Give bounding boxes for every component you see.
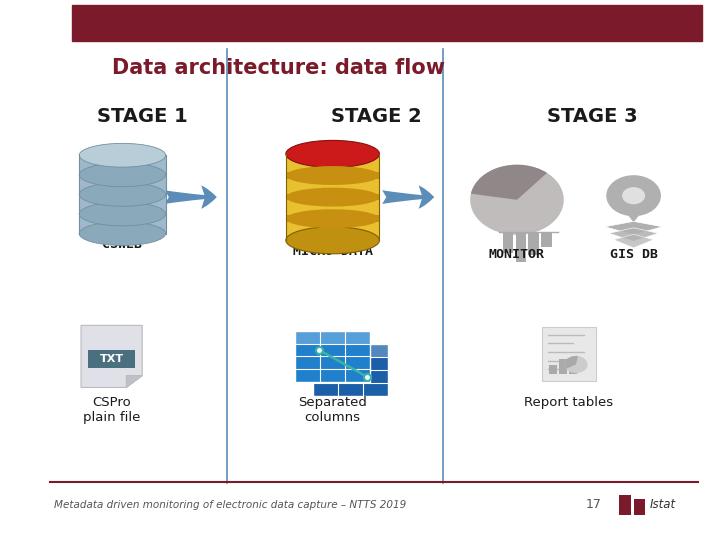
Circle shape bbox=[622, 187, 645, 204]
Ellipse shape bbox=[286, 227, 379, 254]
Bar bbox=[528, 232, 539, 255]
Text: Separated
columns: Separated columns bbox=[298, 396, 367, 424]
Circle shape bbox=[606, 175, 661, 216]
Bar bbox=[619, 495, 631, 515]
Ellipse shape bbox=[286, 140, 379, 167]
Polygon shape bbox=[605, 221, 662, 235]
Ellipse shape bbox=[79, 202, 166, 226]
Text: Istat: Istat bbox=[649, 498, 675, 511]
Bar bbox=[286, 154, 379, 240]
Text: TXT: TXT bbox=[99, 354, 124, 364]
Bar bbox=[503, 232, 513, 253]
Text: Data architecture: data flow: Data architecture: data flow bbox=[112, 57, 445, 78]
Bar bbox=[286, 215, 379, 222]
Bar bbox=[542, 327, 596, 381]
Wedge shape bbox=[564, 356, 578, 369]
Ellipse shape bbox=[286, 209, 379, 228]
Bar bbox=[286, 194, 379, 200]
Polygon shape bbox=[614, 234, 654, 248]
Bar bbox=[295, 330, 371, 382]
Ellipse shape bbox=[286, 166, 379, 185]
Text: 17: 17 bbox=[586, 498, 602, 511]
Ellipse shape bbox=[286, 188, 379, 206]
Bar bbox=[79, 156, 166, 233]
Text: GIS DB: GIS DB bbox=[610, 248, 657, 261]
Text: CSPro
plain file: CSPro plain file bbox=[83, 396, 140, 424]
Bar bbox=[516, 232, 526, 262]
Bar bbox=[549, 364, 557, 374]
Bar bbox=[72, 5, 702, 40]
Text: STAGE 1: STAGE 1 bbox=[97, 106, 188, 126]
Text: STAGE 3: STAGE 3 bbox=[547, 106, 638, 126]
Text: Report tables: Report tables bbox=[524, 396, 613, 409]
Ellipse shape bbox=[79, 183, 166, 206]
Bar bbox=[634, 499, 645, 515]
Text: Metadata driven monitoring of electronic data capture – NTTS 2019: Metadata driven monitoring of electronic… bbox=[54, 500, 406, 510]
Ellipse shape bbox=[79, 143, 166, 167]
Text: STAGE 2: STAGE 2 bbox=[331, 106, 422, 126]
Bar bbox=[286, 172, 379, 179]
Polygon shape bbox=[81, 325, 143, 388]
Circle shape bbox=[470, 165, 564, 235]
Wedge shape bbox=[471, 165, 547, 200]
Polygon shape bbox=[127, 375, 143, 388]
Bar bbox=[295, 330, 371, 343]
Ellipse shape bbox=[79, 221, 166, 245]
Polygon shape bbox=[613, 195, 654, 222]
Ellipse shape bbox=[79, 163, 166, 187]
Bar bbox=[313, 345, 389, 395]
Polygon shape bbox=[609, 228, 658, 241]
Bar bbox=[570, 362, 577, 374]
Circle shape bbox=[564, 356, 588, 373]
Text: MICRO DATA: MICRO DATA bbox=[292, 245, 373, 258]
Bar bbox=[313, 345, 389, 357]
Bar bbox=[89, 350, 135, 368]
Bar bbox=[559, 359, 567, 374]
Text: MONITOR: MONITOR bbox=[489, 248, 545, 261]
Bar bbox=[541, 232, 552, 247]
Text: CSWEB: CSWEB bbox=[102, 238, 143, 251]
